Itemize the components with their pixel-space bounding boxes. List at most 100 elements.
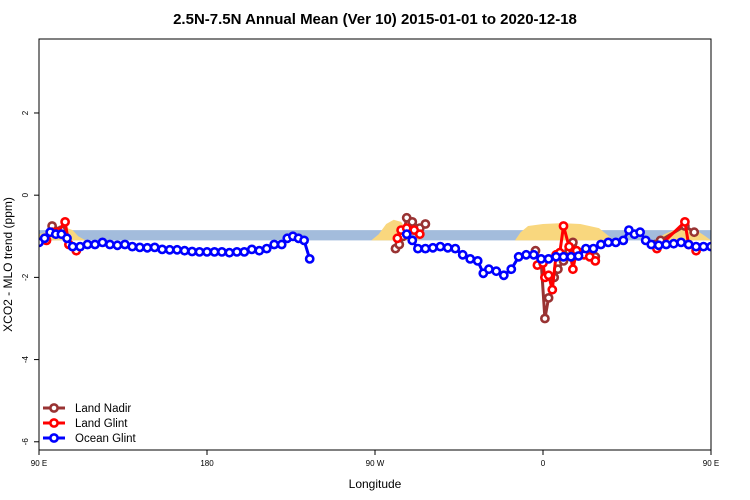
ocean-glint-point bbox=[246, 244, 257, 255]
ocean-glint-point bbox=[635, 227, 645, 238]
ocean-glint-point bbox=[521, 249, 532, 260]
land-nadir-point bbox=[407, 216, 418, 227]
legend-swatch-marker bbox=[49, 403, 59, 413]
land-glint-point bbox=[414, 229, 425, 240]
ocean-glint-point bbox=[683, 239, 694, 250]
x-tick-label: 0 bbox=[541, 459, 546, 468]
legend-swatch-marker bbox=[49, 418, 59, 428]
ocean-glint-point bbox=[491, 266, 502, 277]
legend-label: Ocean Glint bbox=[75, 433, 137, 445]
ocean-glint-point bbox=[67, 241, 78, 252]
land-glint-point bbox=[680, 216, 690, 227]
ocean-glint-point bbox=[90, 239, 100, 250]
ocean-fraction-band bbox=[39, 230, 711, 241]
ocean-glint-point bbox=[528, 249, 539, 260]
ocean-glint-point bbox=[276, 239, 287, 250]
ocean-glint-point bbox=[261, 243, 272, 254]
ocean-glint-point bbox=[498, 270, 509, 281]
y-tick-label: -6 bbox=[21, 438, 30, 446]
ocean-glint-point bbox=[465, 253, 476, 264]
land-nadir-point bbox=[543, 292, 554, 303]
ocean-glint-point bbox=[134, 242, 145, 253]
land-nadir-point bbox=[540, 313, 550, 324]
land-glint-point bbox=[590, 255, 601, 266]
land-glint-point bbox=[568, 264, 578, 275]
legend-item-land-nadir: Land Nadir bbox=[43, 403, 131, 415]
ocean-glint-point bbox=[82, 239, 93, 250]
ocean-glint-point bbox=[698, 241, 709, 252]
ocean-glint-point bbox=[457, 249, 468, 260]
ocean-glint-point bbox=[62, 233, 72, 244]
ocean-glint-point bbox=[216, 246, 227, 257]
ocean-glint-point bbox=[149, 242, 160, 253]
land-fraction-band bbox=[39, 219, 711, 241]
ocean-glint-point bbox=[573, 251, 584, 261]
ocean-glint-point bbox=[450, 243, 461, 254]
ocean-glint-point bbox=[407, 235, 418, 246]
ocean-glint-point bbox=[706, 241, 711, 252]
y-tick-label: 0 bbox=[21, 192, 30, 197]
ocean-glint-point bbox=[668, 238, 679, 249]
y-tick-label: -4 bbox=[21, 355, 30, 363]
series-land-glint bbox=[41, 216, 701, 295]
ocean-glint-point bbox=[224, 247, 235, 258]
legend-item-land-glint: Land Glint bbox=[43, 418, 128, 430]
ocean-glint-point bbox=[442, 242, 453, 253]
ocean-glint-point bbox=[653, 240, 664, 251]
x-tick-label: 180 bbox=[200, 459, 214, 468]
ocean-glint-point bbox=[157, 244, 168, 255]
ocean-glint-point bbox=[610, 237, 621, 248]
land-glint-point bbox=[564, 241, 574, 252]
ocean-glint-point bbox=[239, 246, 250, 257]
land-glint-point bbox=[392, 233, 403, 244]
ocean-glint-point bbox=[39, 233, 50, 244]
land-nadir-point bbox=[689, 227, 700, 238]
ocean-glint-point bbox=[172, 244, 182, 255]
x-tick-label: 90 E bbox=[703, 459, 719, 468]
ocean-glint-point bbox=[513, 251, 524, 262]
ocean-glint-point bbox=[299, 235, 309, 246]
ocean-glint-point bbox=[536, 253, 546, 264]
land-glint-point bbox=[60, 216, 70, 227]
ocean-glint-point bbox=[427, 242, 438, 253]
legend-label: Land Nadir bbox=[75, 403, 131, 415]
legend-item-ocean-glint: Ocean Glint bbox=[43, 433, 137, 445]
series-ocean-glint bbox=[39, 225, 711, 281]
ocean-glint-point bbox=[603, 237, 614, 248]
ocean-glint-point bbox=[105, 239, 115, 250]
x-tick-label: 90 W bbox=[366, 459, 385, 468]
legend-swatch-marker bbox=[49, 433, 59, 443]
land-nadir-point bbox=[420, 219, 431, 229]
ocean-glint-point bbox=[543, 253, 554, 264]
y-axis-label: XCO2 - MLO trend (ppm) bbox=[1, 197, 15, 332]
x-axis: 90 E 180 90 W 0 90 E bbox=[31, 450, 719, 468]
x-axis-label: Longitude bbox=[349, 477, 402, 491]
surface-fraction-band bbox=[39, 219, 711, 241]
ocean-glint-point bbox=[676, 237, 686, 248]
ocean-glint-point bbox=[112, 240, 123, 251]
ocean-glint-point bbox=[202, 246, 212, 257]
ocean-glint-point bbox=[269, 239, 280, 250]
ocean-glint-point bbox=[412, 243, 423, 254]
land-glint-point bbox=[547, 284, 558, 295]
ocean-glint-point bbox=[472, 255, 483, 266]
ocean-glint-point bbox=[618, 235, 629, 246]
land-glint-point bbox=[543, 270, 554, 281]
ocean-glint-point bbox=[420, 243, 431, 254]
ocean-glint-point bbox=[566, 251, 576, 262]
y-axis: 2 0 -2 -4 -6 bbox=[21, 110, 39, 445]
ocean-glint-point bbox=[483, 264, 494, 275]
legend: Land Nadir Land Glint Ocean Glint bbox=[43, 403, 137, 445]
ocean-glint-point bbox=[506, 264, 517, 275]
y-tick-label: 2 bbox=[21, 110, 30, 115]
series-layer bbox=[39, 212, 711, 324]
land-glint-point bbox=[558, 221, 569, 231]
ocean-glint-point bbox=[127, 241, 138, 252]
ocean-glint-point bbox=[401, 229, 412, 240]
ocean-glint-point bbox=[581, 243, 591, 254]
chart-title: 2.5N-7.5N Annual Mean (Ver 10) 2015-01-0… bbox=[173, 11, 577, 28]
ocean-glint-point bbox=[304, 253, 315, 264]
ocean-glint-point bbox=[558, 251, 569, 262]
